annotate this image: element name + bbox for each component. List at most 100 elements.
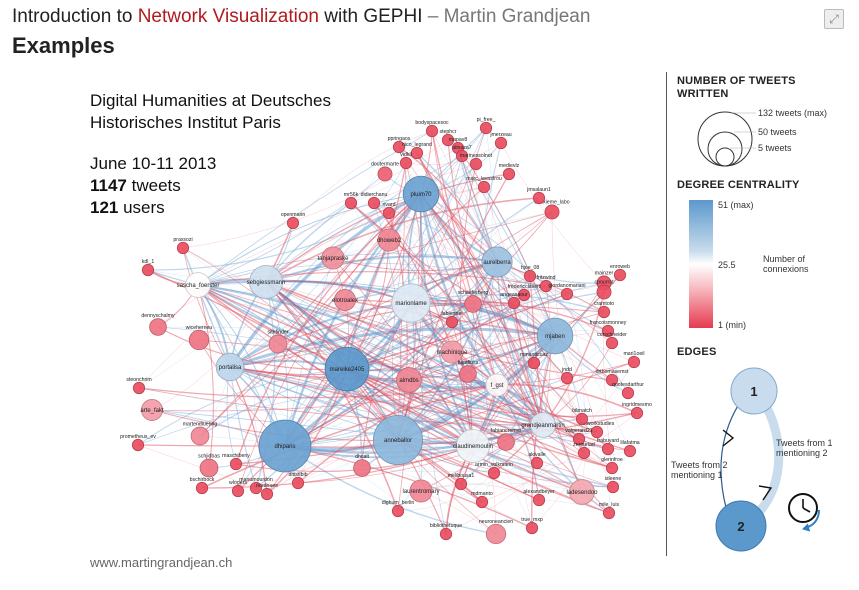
node-label: machinique (437, 350, 468, 356)
network-edge (475, 163, 580, 440)
footer-url[interactable]: www.martingrandjean.ch (90, 555, 233, 570)
info-tweets: 1147 tweets (90, 176, 181, 196)
node-label: akivalle (528, 452, 545, 458)
network-edge (420, 483, 540, 501)
network-edge (388, 239, 533, 529)
node-circle (141, 399, 163, 421)
network-edge (350, 202, 556, 337)
node-label: martendiuering (183, 422, 218, 428)
network-edge (137, 384, 498, 446)
node-circle (613, 268, 627, 282)
network-edge (523, 294, 598, 433)
node-fabiancremer: fabiancremer (491, 428, 522, 451)
node-label: dhiparis (274, 444, 295, 450)
node-circle (530, 412, 556, 438)
network-edge (266, 291, 605, 495)
node-lilafatma: lilafatma (620, 440, 640, 458)
legend-tweets-mid: 50 tweets (758, 127, 797, 137)
node-label: nordnues (256, 483, 278, 489)
node-circle (249, 481, 263, 495)
node-label: bibnatch (572, 408, 592, 414)
node-circle (382, 206, 396, 220)
node-label: fabiancremer (491, 428, 522, 434)
node-tanjapraske: tanjapraske (317, 246, 349, 270)
network-edge (147, 269, 412, 314)
header-title: Introduction to Network Visualization wi… (12, 6, 590, 28)
node-circle (199, 458, 219, 478)
legend-edges-title: EDGES (677, 346, 717, 358)
node-circle (425, 124, 439, 138)
node-dighum-berlin: dighum_berlin (382, 500, 414, 518)
network-edge (445, 361, 635, 535)
node-ladesendoo: ladesendoo (566, 479, 598, 505)
node-label: kaptfluss (458, 360, 479, 366)
node-label: mjaben (545, 334, 565, 340)
network-edge (229, 162, 407, 368)
node-circle (502, 167, 516, 181)
node-label: isleene (605, 476, 622, 482)
expand-icon[interactable]: ⤢ (824, 9, 844, 29)
title-part-3: with GEPHI (319, 6, 423, 27)
network-edge (373, 202, 613, 381)
node-label: elotroalex (332, 298, 358, 304)
node-rivard: rivard (382, 202, 396, 220)
tweets-size-legend (697, 111, 756, 167)
node-label: doutermarte (371, 161, 399, 167)
node-circle (367, 196, 381, 210)
node-label: vidkli (400, 152, 412, 158)
node-ingridmesmo: ingridmesmo (622, 402, 652, 420)
node-dennyschalmy: dennyschalmy (141, 313, 175, 336)
network-edge (235, 193, 422, 465)
node-label: maschibeny (222, 453, 250, 459)
node-circle (229, 457, 243, 471)
legend-tweets-title-2: WRITTEN (677, 88, 729, 100)
network-edge (138, 387, 544, 426)
network-edge (346, 127, 487, 370)
node-label: neuroneancien (479, 519, 513, 525)
node-circle (597, 305, 611, 319)
node-networkstudies: networkstudies (580, 421, 615, 439)
node-circle (530, 456, 544, 470)
node-label: melibousa1 (448, 473, 475, 479)
legend-degree-mid: 25.5 (718, 260, 736, 270)
info-line-1: Digital Humanities at Deutsches (90, 91, 331, 110)
node-circle (377, 166, 393, 182)
tweets-count: 1147 (90, 176, 127, 195)
node-stephcr: stephcr (439, 129, 457, 147)
node-circle (507, 296, 521, 310)
node-jndd: jndd (560, 367, 574, 385)
network-edge (265, 197, 540, 283)
node-circle (185, 272, 211, 298)
node-circle (497, 433, 515, 451)
node-bibnatch: bibnatch (572, 408, 592, 426)
network-edge (284, 211, 553, 447)
info-date: June 10-11 2013 (90, 154, 217, 173)
node-kdl-1: kdl_1 (142, 259, 154, 277)
node-circle (525, 521, 539, 535)
network-edge (297, 424, 544, 484)
network-edge (608, 450, 631, 514)
node-circle (569, 479, 595, 505)
node-true-mxp: true_mxp (521, 517, 543, 535)
node-schaeferberg: schaeferberg (458, 290, 488, 313)
network-graph: pluim70 aurelberra sebgiessmann marionlame m… (120, 117, 652, 545)
node-circle (286, 216, 300, 230)
node-alexandbeyer: alexandbeyer (523, 489, 555, 507)
node-label: francoismonney (590, 320, 627, 326)
node-label: wlogers (229, 480, 247, 486)
network-edge (265, 255, 498, 283)
node-mareike2405: mareike2405 (324, 346, 370, 392)
network-edge (397, 193, 422, 512)
node-quotesdarthur: quotesdarthur (612, 382, 644, 400)
node-circle (627, 355, 641, 369)
node-label: arte_fakt (140, 408, 164, 414)
node-label: medievlz (499, 163, 520, 169)
node-fabiennet: fabiennet (441, 311, 463, 329)
node-mr56k: mr56k (344, 192, 359, 210)
node-circle (454, 477, 468, 491)
node-cramtoto: cramtoto (594, 301, 614, 319)
node-circle (392, 140, 406, 154)
node-aurelberra: aurelberra (481, 246, 513, 278)
node-label: drthomasemst (596, 369, 629, 375)
node-deuxieme-labo: deuxieme_labo (534, 199, 570, 220)
